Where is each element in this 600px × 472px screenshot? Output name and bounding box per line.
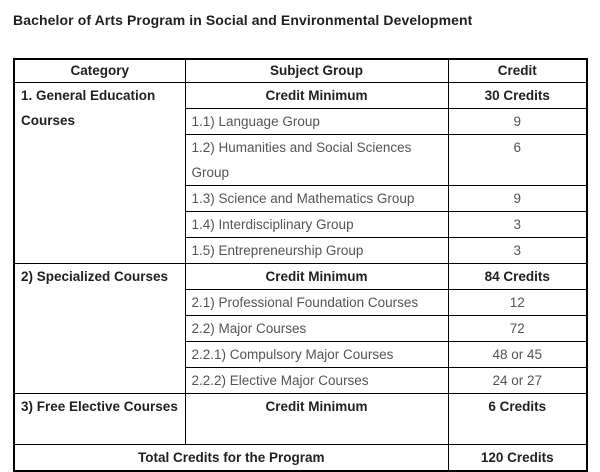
credit-cell: 24 or 27 xyxy=(447,367,588,394)
page-title: Bachelor of Arts Program in Social and E… xyxy=(13,12,473,28)
header-credit: Credit xyxy=(447,58,588,83)
subject-cell: 1.1) Language Group xyxy=(184,108,449,135)
table-row: 1.3) Science and Mathematics Group 9 xyxy=(14,185,588,212)
subject-cell: Credit Minimum xyxy=(184,82,449,109)
category-cell-general-education: 1. General Education Courses xyxy=(13,82,186,264)
credit-cell: 6 xyxy=(447,134,588,186)
credit-cell: 72 xyxy=(447,315,588,342)
total-label-cell: Total Credits for the Program xyxy=(13,444,449,472)
table-row: 2.1) Professional Foundation Courses 12 xyxy=(14,289,588,316)
subject-cell: 1.3) Science and Mathematics Group xyxy=(184,185,449,212)
table-row: 2) Specialized Courses Credit Minimum 84… xyxy=(13,263,588,394)
subject-cell: 2.1) Professional Foundation Courses xyxy=(184,289,449,316)
table-row: 1.4) Interdisciplinary Group 3 xyxy=(14,211,588,238)
subject-cell: 1.5) Entrepreneurship Group xyxy=(184,237,449,264)
credit-cell: 3 xyxy=(447,211,588,238)
category-cell-free-elective: 3) Free Elective Courses xyxy=(13,393,186,445)
table-row: 1.2) Humanities and Social Sciences Grou… xyxy=(14,134,588,186)
credit-cell: 9 xyxy=(447,108,588,135)
credit-cell: 3 xyxy=(447,237,588,264)
table-row: 3) Free Elective Courses Credit Minimum … xyxy=(13,393,588,445)
subject-cell: 2.2) Major Courses xyxy=(184,315,449,342)
header-subject-group: Subject Group xyxy=(184,58,449,83)
category-cell-specialized: 2) Specialized Courses xyxy=(13,263,186,394)
credit-cell: 9 xyxy=(447,185,588,212)
credit-cell: 48 or 45 xyxy=(447,341,588,368)
subject-cell: 2.2.2) Elective Major Courses xyxy=(184,367,449,394)
table-row: 2.2.1) Compulsory Major Courses 48 or 45 xyxy=(14,341,588,368)
table-row: 2.2) Major Courses 72 xyxy=(14,315,588,342)
table-row: 1. General Education Courses Credit Mini… xyxy=(13,82,588,264)
table-total-row: Total Credits for the Program 120 Credit… xyxy=(13,444,588,472)
subject-cell: 1.2) Humanities and Social Sciences Grou… xyxy=(184,134,449,186)
subject-cell: Credit Minimum xyxy=(184,263,449,290)
table-row: 1.5) Entrepreneurship Group 3 xyxy=(14,237,588,264)
total-credit-cell: 120 Credits xyxy=(447,444,588,472)
table-row: 1.1) Language Group 9 xyxy=(14,108,588,135)
credit-cell: 12 xyxy=(447,289,588,316)
credit-cell: 30 Credits xyxy=(447,82,588,109)
table-header-row: Category Subject Group Credit xyxy=(13,58,588,83)
header-category: Category xyxy=(13,58,186,83)
subject-cell: 2.2.1) Compulsory Major Courses xyxy=(184,341,449,368)
subject-cell: Credit Minimum xyxy=(184,393,449,445)
curriculum-table: Category Subject Group Credit 1. General… xyxy=(13,58,588,472)
credit-cell: 6 Credits xyxy=(447,393,588,445)
subject-cell: 1.4) Interdisciplinary Group xyxy=(184,211,449,238)
credit-cell: 84 Credits xyxy=(447,263,588,290)
